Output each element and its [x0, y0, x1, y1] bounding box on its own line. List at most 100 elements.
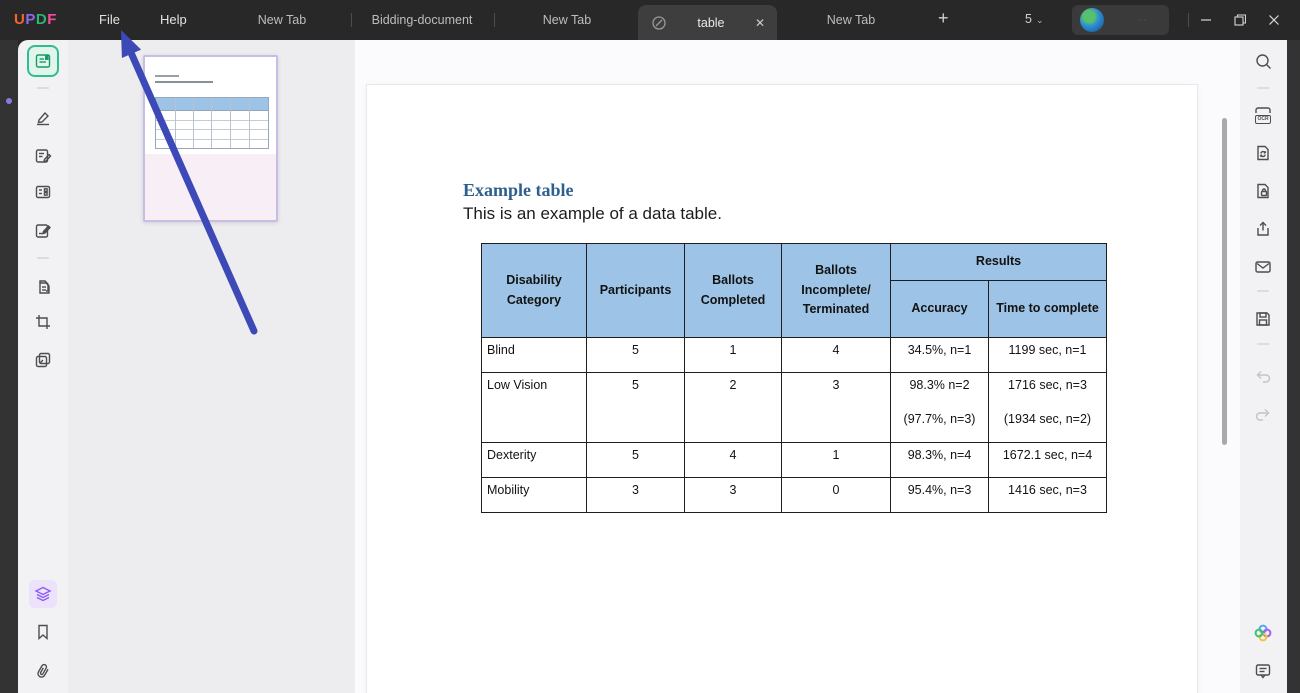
ai-assistant-button[interactable] — [1249, 619, 1277, 647]
minimize-button[interactable] — [1191, 6, 1221, 34]
stamp-button[interactable] — [29, 346, 57, 374]
right-tool-rail: OCR — [1240, 40, 1287, 693]
cell-accuracy: 98.3%, n=4 — [890, 442, 989, 478]
cell-participants: 3 — [586, 477, 685, 513]
cell-time: 1199 sec, n=1 — [988, 337, 1107, 373]
tab-new-tab-3[interactable]: New Tab — [826, 13, 876, 27]
tab-table-active[interactable]: table ✕ — [638, 5, 777, 40]
sign-icon — [35, 224, 51, 238]
document-pane: 107% 1 / 1 Example table This is a — [355, 40, 1240, 693]
rail-divider — [1257, 87, 1269, 89]
share-button[interactable] — [1249, 215, 1277, 243]
save-icon — [1256, 312, 1270, 326]
search-button[interactable] — [1249, 47, 1277, 75]
tab-favicon-icon — [652, 15, 666, 30]
cell-incomplete: 3 — [781, 372, 891, 443]
redo-button[interactable] — [1249, 400, 1277, 428]
form-button[interactable] — [29, 178, 57, 206]
rail-divider — [37, 257, 49, 259]
thumbnail-text-line — [155, 81, 213, 83]
cell-participants: 5 — [586, 442, 685, 478]
email-button[interactable] — [1249, 253, 1277, 281]
mini-table-header — [156, 98, 268, 111]
page-thumbnail[interactable] — [143, 55, 278, 222]
edit-text-button[interactable] — [29, 142, 57, 170]
reader-mode-icon — [35, 54, 51, 68]
crop-icon — [36, 315, 50, 329]
fill-sign-button[interactable] — [29, 217, 57, 245]
organize-pages-button[interactable] — [29, 273, 57, 301]
table-row: Mobility 3 3 0 95.4%, n=3 1416 sec, n=3 — [481, 477, 1107, 513]
menu-help[interactable]: Help — [160, 12, 187, 27]
restore-icon — [1234, 14, 1246, 26]
crop-button[interactable] — [29, 308, 57, 336]
cell-category: Low Vision — [481, 372, 587, 443]
stamp-icon — [35, 352, 51, 368]
convert-button[interactable] — [1249, 139, 1277, 167]
cell-accuracy: 95.4%, n=3 — [890, 477, 989, 513]
undo-button[interactable] — [1249, 362, 1277, 390]
new-tab-button[interactable]: + — [938, 8, 949, 28]
account-pill[interactable]: ·· — [1072, 5, 1169, 35]
cell-accuracy: 98.3% n=2 (97.7%, n=3) — [890, 372, 989, 443]
cell-participants: 5 — [586, 372, 685, 443]
tab-table-label: table — [697, 15, 725, 30]
cell-category: Mobility — [481, 477, 587, 513]
account-dots: ·· — [1138, 14, 1150, 26]
annotate-button[interactable] — [29, 104, 57, 132]
save-button[interactable] — [1249, 305, 1277, 333]
protect-button[interactable] — [1249, 177, 1277, 205]
chevron-down-icon: ⌄ — [1035, 15, 1044, 25]
share-icon — [1257, 221, 1269, 236]
table-row: Blind 5 1 4 34.5%, n=1 1199 sec, n=1 — [481, 337, 1107, 373]
feedback-button[interactable] — [1249, 657, 1277, 685]
minimize-icon — [1201, 19, 1211, 21]
cell-participants: 5 — [586, 337, 685, 373]
thumbnail-panel — [68, 40, 355, 693]
pdf-page: Example table This is an example of a da… — [367, 85, 1197, 693]
cell-completed: 2 — [684, 372, 782, 443]
ocr-button[interactable]: OCR — [1249, 101, 1277, 129]
reader-mode-button[interactable] — [27, 45, 59, 77]
cell-category: Dexterity — [481, 442, 587, 478]
window-right-edge — [1287, 40, 1300, 693]
title-bar: UPDF File Help New Tab Bidding-document … — [0, 0, 1300, 40]
thumbnail-heading-line — [155, 75, 179, 77]
bookmark-button[interactable] — [29, 618, 57, 646]
organize-pages-icon — [39, 280, 50, 294]
ocr-icon: OCR — [1254, 106, 1272, 124]
convert-icon — [1257, 145, 1269, 161]
col-header-incomplete: Ballots Incomplete/ Terminated — [781, 243, 891, 338]
thumbnail-lower-area — [145, 154, 276, 220]
document-paragraph: This is an example of a data table. — [463, 204, 722, 223]
form-icon — [35, 185, 51, 199]
tab-count-dropdown[interactable]: 5 ⌄ — [1025, 12, 1044, 26]
tab-new-tab-1[interactable]: New Tab — [257, 13, 307, 27]
col-header-results: Results — [890, 243, 1107, 281]
text-edit-icon — [35, 149, 52, 163]
layers-button[interactable] — [29, 580, 57, 608]
tab-bidding-document[interactable]: Bidding-document — [371, 13, 473, 27]
attachment-button[interactable] — [29, 657, 57, 685]
cell-time: 1672.1 sec, n=4 — [988, 442, 1107, 478]
close-button[interactable] — [1259, 6, 1289, 34]
accent-dot — [6, 98, 12, 104]
data-table: Disability Category Participants Ballots… — [481, 243, 1107, 513]
protect-icon — [1257, 183, 1269, 199]
tab-close-icon[interactable]: ✕ — [754, 15, 765, 30]
tab-new-tab-2[interactable]: New Tab — [542, 13, 592, 27]
rail-divider — [1257, 343, 1269, 345]
thumbnail-mini-table — [155, 97, 269, 149]
vertical-scrollbar[interactable] — [1222, 118, 1227, 445]
user-avatar — [1080, 8, 1104, 32]
cell-completed: 4 — [684, 442, 782, 478]
maximize-button[interactable] — [1225, 6, 1255, 34]
menu-file[interactable]: File — [99, 12, 120, 27]
cell-incomplete: 0 — [781, 477, 891, 513]
attachment-icon — [37, 663, 49, 678]
col-header-accuracy: Accuracy — [890, 280, 989, 338]
rail-divider — [37, 87, 49, 89]
col-header-disability: Disability Category — [481, 243, 587, 338]
cell-incomplete: 4 — [781, 337, 891, 373]
